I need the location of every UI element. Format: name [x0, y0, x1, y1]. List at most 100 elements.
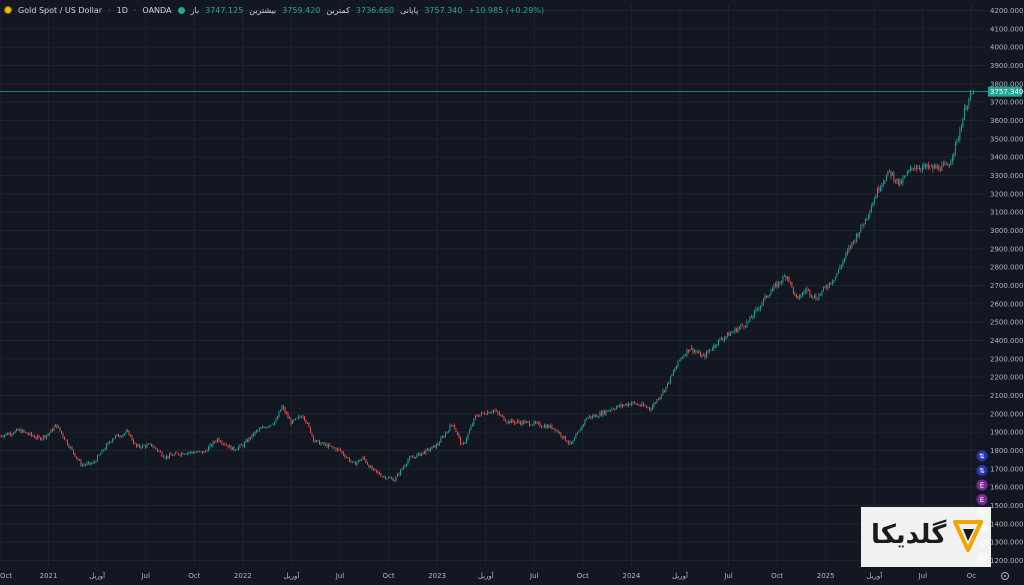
- candle-body: [614, 409, 616, 410]
- y-tick-label: 3100.000: [990, 209, 1023, 217]
- candle-body: [191, 451, 193, 453]
- open-value: 3747.125: [205, 5, 244, 15]
- candle-body: [280, 409, 281, 412]
- symbol-name[interactable]: Gold Spot / US Dollar: [18, 5, 103, 15]
- candle-body: [28, 433, 29, 435]
- candle-body: [795, 294, 797, 298]
- candle-body: [675, 366, 677, 370]
- legend-header[interactable]: Gold Spot / US Dollar · 1D · OANDA باز 3…: [4, 3, 544, 17]
- candle-body: [581, 425, 583, 430]
- candle-body: [317, 440, 319, 442]
- candle-body: [480, 412, 482, 415]
- candle-body: [935, 165, 937, 169]
- candle-body: [929, 166, 931, 168]
- candle-body: [507, 420, 509, 423]
- candle-body: [602, 410, 604, 416]
- indicator-badge[interactable]: ⇅: [976, 450, 988, 462]
- candle-body: [378, 472, 380, 475]
- candle-body: [65, 439, 67, 441]
- candle-body: [765, 295, 767, 298]
- candle-body: [305, 420, 307, 423]
- candle-body: [546, 425, 548, 429]
- candle-body: [375, 469, 377, 472]
- candle-body: [747, 321, 749, 322]
- indicator-badge[interactable]: ⇅: [976, 465, 988, 476]
- candle-body: [52, 429, 53, 431]
- candle-body: [672, 371, 674, 375]
- candle-body: [839, 267, 841, 270]
- price-axis[interactable]: 1200.000 1300.000 1400.000 1500.000 1600.000…: [990, 7, 1023, 565]
- candle-body: [629, 403, 631, 405]
- candle-body: [283, 406, 284, 409]
- candle-body: [107, 442, 109, 445]
- candle-body: [866, 218, 868, 219]
- candle-body: [383, 476, 385, 478]
- candle-body: [248, 437, 250, 442]
- y-tick-label: 3600.000: [990, 117, 1023, 125]
- candle-body: [827, 287, 829, 288]
- candle-body: [127, 430, 128, 432]
- candle-body: [651, 406, 653, 410]
- candle-body: [2, 436, 4, 438]
- candle-body: [8, 433, 10, 435]
- x-tick-label: آوریل: [672, 571, 689, 580]
- y-tick-label: 1900.000: [990, 429, 1023, 437]
- candle-body: [821, 290, 823, 295]
- candle-body: [941, 164, 943, 171]
- candle-body: [642, 403, 644, 406]
- candle-body: [870, 206, 872, 212]
- candle-body: [570, 441, 572, 444]
- candle-body: [881, 184, 883, 188]
- candle-body: [148, 443, 149, 445]
- candle-body: [366, 462, 368, 465]
- candle-body: [542, 427, 544, 428]
- candle-body: [477, 415, 479, 417]
- candle-body: [678, 359, 680, 361]
- candle-body: [609, 410, 611, 411]
- y-tick-label: 2600.000: [990, 300, 1023, 308]
- candle-body: [789, 281, 791, 283]
- candle-body: [34, 436, 35, 438]
- candle-body: [584, 419, 586, 425]
- candle-body: [534, 421, 536, 424]
- candle-body: [386, 478, 388, 479]
- candle-body: [953, 152, 955, 158]
- candle-body: [551, 425, 553, 429]
- candle-body: [348, 458, 350, 462]
- candle-body: [197, 451, 199, 453]
- candle-body: [627, 403, 629, 406]
- y-tick-label: 3800.000: [990, 80, 1023, 88]
- candle-body: [489, 412, 491, 414]
- candle-body: [834, 276, 836, 281]
- candle-body: [408, 457, 410, 460]
- candle-body: [356, 462, 358, 465]
- x-tick-label: Oc: [967, 572, 977, 580]
- candle-body: [945, 163, 947, 165]
- interval[interactable]: 1D: [116, 5, 128, 15]
- indicator-badge[interactable]: E: [976, 479, 988, 491]
- candle-body: [121, 436, 122, 438]
- candle-body: [179, 454, 181, 456]
- indicator-badge[interactable]: E: [976, 494, 988, 505]
- candle-body: [876, 188, 878, 197]
- candle-body: [410, 457, 412, 458]
- candle-body: [336, 448, 338, 451]
- svg-text:E: E: [980, 482, 984, 490]
- candle-body: [911, 167, 913, 169]
- candle-body: [638, 404, 640, 406]
- candle-body: [244, 442, 245, 447]
- axis-settings-icon[interactable]: [1001, 572, 1009, 580]
- candle-body: [492, 410, 494, 413]
- close-value: 3757.340: [424, 5, 463, 15]
- candle-body: [131, 435, 133, 441]
- candle-body: [822, 287, 824, 291]
- candle-body: [891, 173, 893, 176]
- candle-body: [377, 471, 379, 473]
- candle-body: [498, 413, 500, 416]
- time-axis[interactable]: Oct 2021 آوریل Jul Oct 2022 آوریل Jul Oct 2023 آور…: [0, 571, 976, 580]
- candle-body: [479, 414, 481, 417]
- candle-body: [233, 447, 235, 451]
- candle-body: [40, 437, 41, 440]
- candle-body: [900, 180, 902, 184]
